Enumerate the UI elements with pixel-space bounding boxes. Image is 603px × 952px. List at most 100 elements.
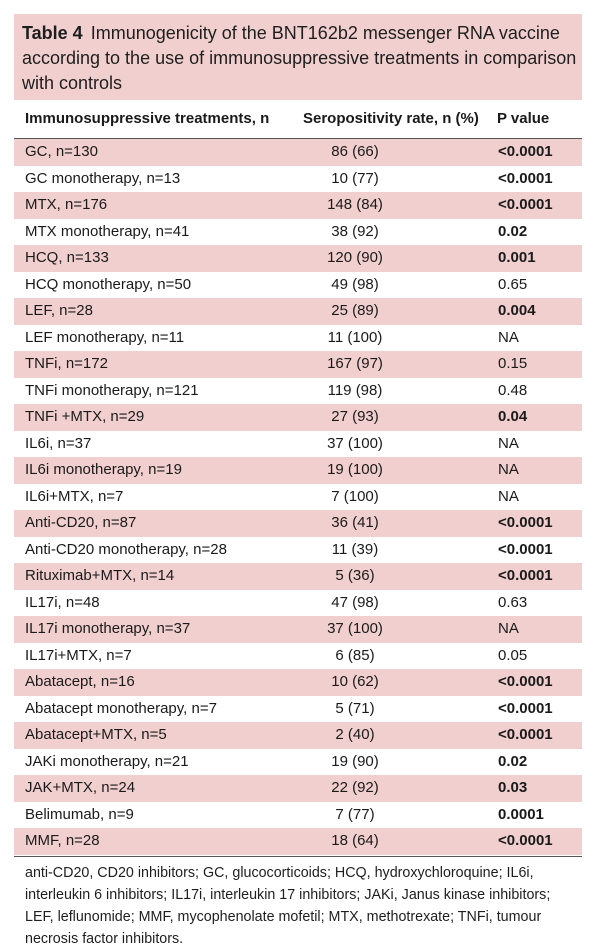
table-row: MMF, n=28 18 (64) <0.0001	[14, 828, 582, 855]
cell-p-value: <0.0001	[498, 567, 553, 584]
table-row: GC, n=130 86 (66) <0.0001	[14, 139, 582, 166]
cell-p-value: 0.02	[498, 752, 528, 770]
table-row: Belimumab, n=9 7 (77) 0.0001	[14, 802, 582, 829]
cell-treatment: TNFi +MTX, n=29	[25, 408, 145, 425]
cell-p-value: 0.03	[498, 779, 528, 796]
cell-treatment: HCQ, n=133	[25, 249, 109, 266]
cell-p-value: <0.0001	[498, 726, 553, 743]
column-header-p-value: P value	[497, 110, 550, 127]
cell-p-value: <0.0001	[498, 514, 553, 531]
table-row: MTX, n=176 148 (84) <0.0001	[14, 192, 582, 219]
table-row: Anti-CD20 monotherapy, n=28 11 (39) <0.000…	[14, 537, 582, 564]
table-row: IL17i, n=48 47 (98) 0.63	[14, 590, 582, 617]
cell-p-value: 0.004	[498, 302, 536, 319]
cell-treatment: TNFi monotherapy, n=121	[25, 381, 199, 399]
cell-p-value: 0.001	[498, 249, 536, 266]
table-row: LEF monotherapy, n=11 11 (100) NA	[14, 325, 582, 352]
cell-seropositivity: 11 (100)	[327, 328, 383, 346]
table-row: IL6i, n=37 37 (100) NA	[14, 431, 582, 458]
cell-p-value: NA	[498, 620, 519, 637]
caption-band	[14, 14, 582, 100]
table-row: IL6i monotherapy, n=19 19 (100) NA	[14, 457, 582, 484]
cell-seropositivity: 22 (92)	[331, 779, 379, 796]
cell-p-value: 0.02	[498, 222, 528, 240]
cell-seropositivity: 25 (89)	[331, 302, 379, 319]
cell-treatment: MTX monotherapy, n=41	[25, 222, 190, 240]
cell-p-value: NA	[498, 328, 519, 346]
table-row: TNFi +MTX, n=29 27 (93) 0.04	[14, 404, 582, 431]
table-row: TNFi, n=172 167 (97) 0.15	[14, 351, 582, 378]
cell-seropositivity: 7 (100)	[331, 487, 379, 505]
cell-treatment: Belimumab, n=9	[25, 805, 134, 823]
cell-treatment: MMF, n=28	[25, 832, 100, 849]
cell-seropositivity: 120 (90)	[327, 249, 383, 266]
cell-seropositivity: 2 (40)	[335, 726, 375, 743]
table-row: HCQ monotherapy, n=50 49 (98) 0.65	[14, 272, 582, 299]
table-bottom-rule	[14, 856, 582, 857]
cell-seropositivity: 148 (84)	[327, 196, 383, 213]
table-header: Immunosuppressive treatments, n Seroposi…	[14, 100, 582, 139]
cell-treatment: LEF, n=28	[25, 302, 93, 319]
cell-seropositivity: 119 (98)	[327, 381, 383, 399]
cell-seropositivity: 37 (100)	[327, 434, 383, 452]
cell-treatment: TNFi, n=172	[25, 355, 108, 372]
cell-p-value: <0.0001	[498, 196, 553, 213]
cell-p-value: <0.0001	[498, 540, 553, 558]
cell-seropositivity: 11 (39)	[331, 540, 379, 558]
table-row: Abatacept monotherapy, n=7 5 (71) <0.0001	[14, 696, 582, 723]
cell-seropositivity: 86 (66)	[331, 143, 379, 160]
table-row: Rituximab+MTX, n=14 5 (36) <0.0001	[14, 563, 582, 590]
cell-p-value: <0.0001	[498, 143, 553, 160]
cell-treatment: Rituximab+MTX, n=14	[25, 567, 175, 584]
column-header-treatment: Immunosuppressive treatments, n	[25, 110, 270, 127]
table-row: Abatacept+MTX, n=5 2 (40) <0.0001	[14, 722, 582, 749]
table-title: Immunogenicity of the BNT162b2 messenger…	[22, 23, 577, 93]
table-footnote: anti-CD20, CD20 inhibitors; GC, glucocor…	[25, 865, 551, 947]
table-row: GC monotherapy, n=13 10 (77) <0.0001	[14, 166, 582, 193]
table-row: MTX monotherapy, n=41 38 (92) 0.02	[14, 219, 582, 246]
cell-treatment: JAK+MTX, n=24	[25, 779, 136, 796]
table-row: JAK+MTX, n=24 22 (92) 0.03	[14, 775, 582, 802]
table-row: LEF, n=28 25 (89) 0.004	[14, 298, 582, 325]
cell-seropositivity: 49 (98)	[331, 275, 379, 293]
cell-treatment: Anti-CD20 monotherapy, n=28	[25, 540, 227, 558]
table-body: GC, n=130 86 (66) <0.0001 GC monotherapy, n…	[14, 139, 582, 855]
cell-p-value: 0.05	[498, 646, 528, 664]
cell-seropositivity: 47 (98)	[331, 593, 379, 611]
cell-seropositivity: 5 (36)	[335, 567, 375, 584]
cell-seropositivity: 6 (85)	[335, 646, 375, 664]
cell-treatment: Abatacept, n=16	[25, 673, 135, 690]
cell-seropositivity: 19 (100)	[327, 461, 383, 478]
cell-seropositivity: 167 (97)	[327, 355, 383, 372]
cell-seropositivity: 10 (77)	[331, 169, 379, 187]
cell-p-value: 0.48	[498, 381, 528, 399]
cell-treatment: IL17i+MTX, n=7	[25, 646, 132, 664]
cell-p-value: <0.0001	[498, 832, 553, 849]
cell-treatment: GC monotherapy, n=13	[25, 169, 181, 187]
cell-treatment: Abatacept monotherapy, n=7	[25, 699, 217, 717]
cell-p-value: <0.0001	[498, 699, 553, 717]
table-row: IL6i+MTX, n=7 7 (100) NA	[14, 484, 582, 511]
cell-treatment: MTX, n=176	[25, 196, 108, 213]
cell-seropositivity: 37 (100)	[327, 620, 383, 637]
cell-treatment: LEF monotherapy, n=11	[25, 328, 185, 346]
cell-seropositivity: 18 (64)	[331, 832, 379, 849]
cell-seropositivity: 19 (90)	[331, 752, 379, 770]
cell-p-value: <0.0001	[498, 673, 553, 690]
cell-treatment: JAKi monotherapy, n=21	[25, 752, 189, 770]
cell-treatment: HCQ monotherapy, n=50	[25, 275, 192, 293]
cell-treatment: IL17i, n=48	[25, 593, 100, 611]
cell-p-value: 0.65	[498, 275, 528, 293]
cell-seropositivity: 38 (92)	[331, 222, 379, 240]
cell-p-value: NA	[498, 487, 519, 505]
cell-p-value: 0.63	[498, 593, 528, 611]
cell-seropositivity: 27 (93)	[331, 408, 379, 425]
table-row: IL17i+MTX, n=7 6 (85) 0.05	[14, 643, 582, 670]
table-row: HCQ, n=133 120 (90) 0.001	[14, 245, 582, 272]
cell-seropositivity: 10 (62)	[331, 673, 379, 690]
table-row: Abatacept, n=16 10 (62) <0.0001	[14, 669, 582, 696]
table-row: IL17i monotherapy, n=37 37 (100) NA	[14, 616, 582, 643]
cell-seropositivity: 5 (71)	[335, 699, 375, 717]
table-caption: Table 4 Immunogenicity of the BNT162b2 me…	[22, 21, 578, 96]
cell-p-value: 0.15	[498, 355, 528, 372]
